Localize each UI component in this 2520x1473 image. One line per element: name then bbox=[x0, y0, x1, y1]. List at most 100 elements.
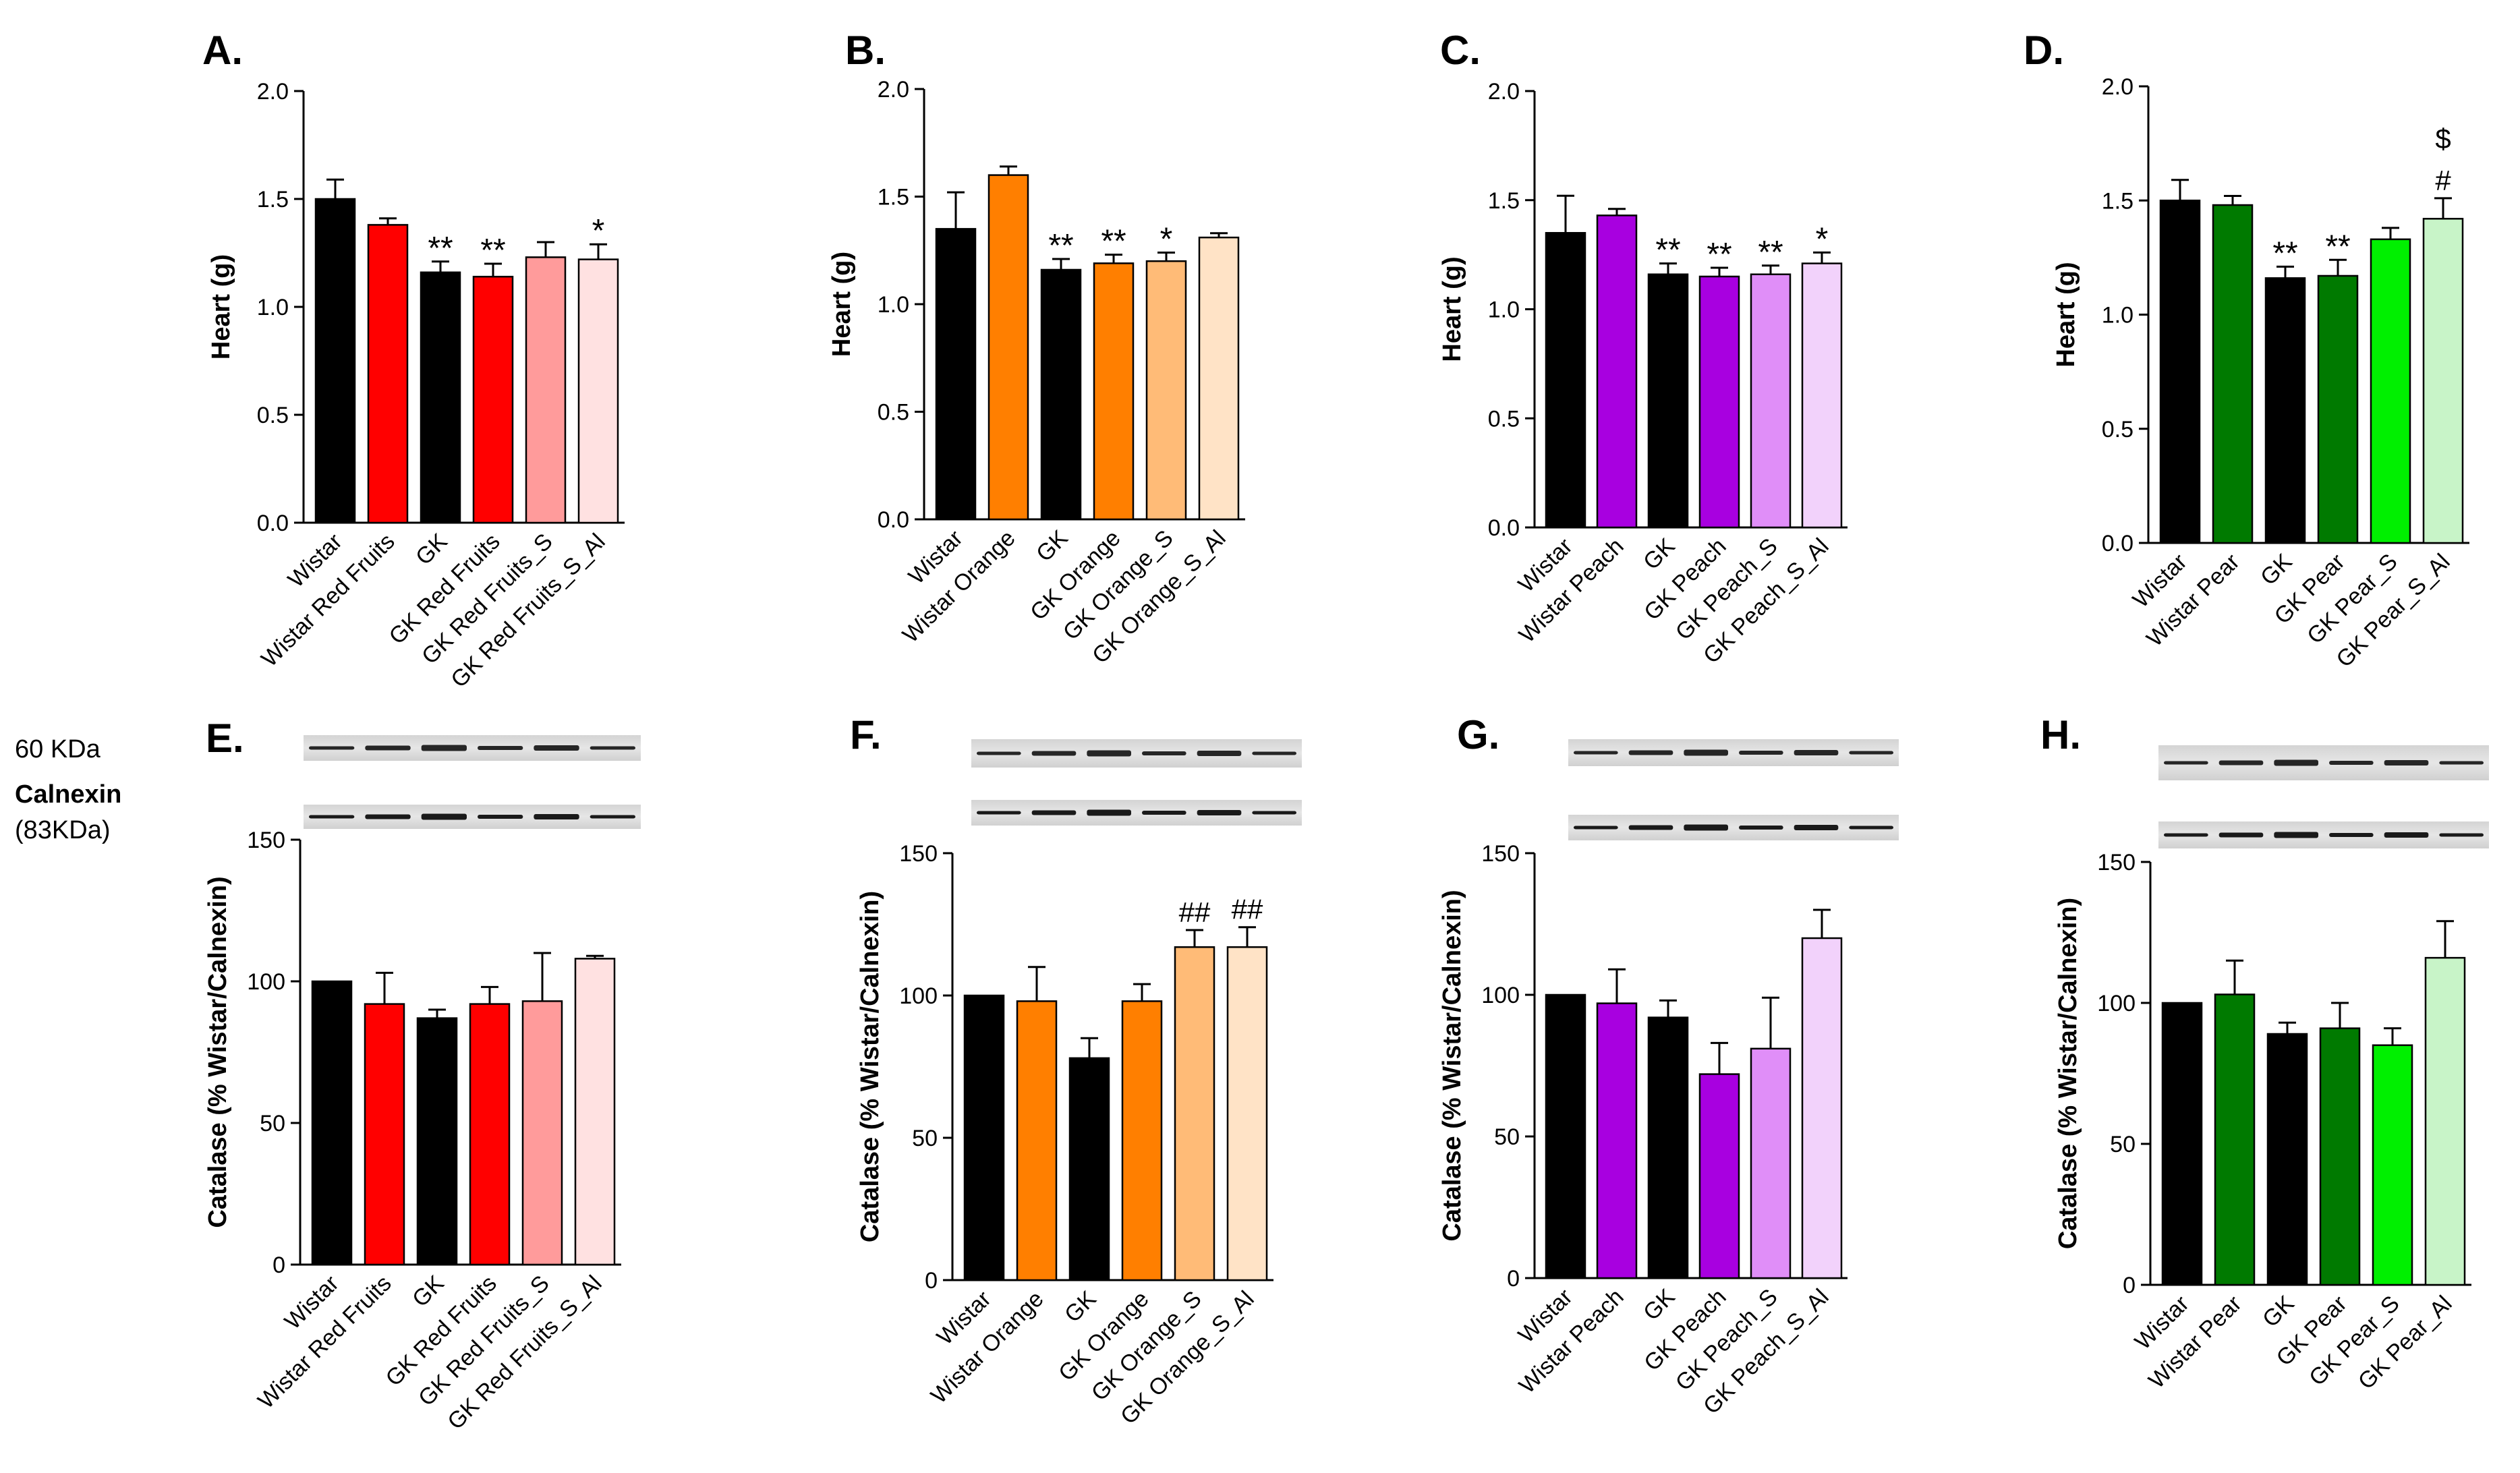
y-tick-label: 0.5 bbox=[2102, 417, 2134, 442]
data-bar bbox=[314, 198, 356, 524]
y-tick-label: 150 bbox=[2097, 850, 2136, 875]
data-bar bbox=[367, 224, 409, 524]
y-tick-label: 50 bbox=[1494, 1124, 1520, 1150]
x-category-label: GK bbox=[1638, 533, 1680, 575]
data-bar bbox=[2266, 1033, 2308, 1286]
data-bar bbox=[1226, 946, 1268, 1281]
data-bar bbox=[935, 228, 977, 521]
data-bar bbox=[1068, 1057, 1110, 1281]
western-blot-band bbox=[1739, 751, 1783, 755]
western-blot-band bbox=[478, 815, 523, 819]
data-bar bbox=[2370, 238, 2411, 544]
y-tick-label: 2.0 bbox=[878, 77, 909, 103]
y-tick-label: 2.0 bbox=[257, 79, 289, 105]
significance-annotation: ** bbox=[1758, 235, 1783, 270]
western-blot-band bbox=[2439, 833, 2484, 837]
data-bar bbox=[1545, 232, 1586, 529]
western-blot-band bbox=[1849, 826, 1893, 830]
western-blot-band bbox=[1087, 750, 1131, 757]
data-bar bbox=[2372, 1044, 2413, 1286]
y-tick-label: 50 bbox=[2110, 1132, 2136, 1157]
western-blot-band bbox=[1684, 824, 1728, 831]
western-blot-band bbox=[365, 814, 411, 819]
y-tick-label: 150 bbox=[1481, 841, 1520, 867]
western-blot-band bbox=[2164, 833, 2208, 837]
western-blot-band bbox=[2439, 761, 2484, 765]
panel-letter: B. bbox=[845, 28, 886, 73]
data-bar bbox=[521, 1000, 563, 1266]
western-blot-band bbox=[590, 746, 635, 750]
y-axis-label: Heart (g) bbox=[207, 254, 235, 359]
data-bar bbox=[2317, 275, 2359, 544]
y-tick-label: 1.0 bbox=[2102, 303, 2134, 328]
data-bar bbox=[1698, 275, 1740, 529]
y-tick-label: 2.0 bbox=[1488, 79, 1520, 105]
y-tick-label: 1.5 bbox=[1488, 188, 1520, 214]
western-blot-membrane bbox=[304, 805, 641, 829]
data-bar bbox=[416, 1017, 458, 1266]
x-category-label: GK bbox=[2256, 549, 2297, 591]
western-blot-band bbox=[1087, 809, 1131, 816]
y-tick-label: 1.0 bbox=[878, 292, 909, 318]
y-tick-label: 0.5 bbox=[1488, 406, 1520, 432]
western-blot-band bbox=[1574, 751, 1618, 755]
western-blot-band bbox=[977, 811, 1021, 815]
data-bar bbox=[1596, 214, 1638, 529]
y-tick-label: 0.0 bbox=[2102, 531, 2134, 556]
western-blot-band bbox=[1574, 826, 1618, 830]
data-bar bbox=[311, 980, 353, 1266]
western-blot-band bbox=[534, 745, 579, 751]
y-tick-label: 0 bbox=[2123, 1273, 2136, 1298]
western-blot-band bbox=[365, 745, 411, 751]
x-category-label: GK bbox=[1031, 525, 1073, 567]
western-blot-band bbox=[309, 746, 355, 750]
panel-letter: A. bbox=[202, 28, 243, 73]
western-blot-band bbox=[977, 751, 1021, 755]
western-blot-membrane bbox=[304, 735, 641, 761]
y-tick-label: 0 bbox=[925, 1268, 938, 1294]
western-blot-band bbox=[2274, 759, 2318, 766]
significance-annotation: ** bbox=[1655, 233, 1680, 268]
western-blot-band bbox=[534, 814, 579, 819]
western-blot-band bbox=[1628, 750, 1673, 755]
y-tick-label: 0.0 bbox=[878, 507, 909, 533]
panel-letter: G. bbox=[1457, 712, 1499, 757]
western-blot-band bbox=[2384, 832, 2429, 838]
data-bar bbox=[1198, 236, 1240, 521]
significance-annotation: * bbox=[1160, 221, 1173, 257]
data-bar bbox=[1698, 1073, 1740, 1279]
significance-annotation: * bbox=[1816, 221, 1829, 257]
x-category-label: GK bbox=[407, 1271, 449, 1312]
western-blot-band bbox=[421, 813, 467, 820]
data-bar bbox=[1647, 1016, 1689, 1279]
data-bar bbox=[1145, 260, 1187, 521]
y-tick-label: 1.0 bbox=[1488, 297, 1520, 323]
y-tick-label: 0.5 bbox=[257, 403, 289, 428]
x-category-label: GK bbox=[2258, 1291, 2299, 1333]
data-bar bbox=[420, 271, 461, 524]
data-bar bbox=[574, 958, 616, 1266]
western-blot-membrane bbox=[2158, 745, 2489, 780]
data-bar bbox=[2161, 1002, 2203, 1286]
y-tick-label: 100 bbox=[2097, 991, 2136, 1016]
blot-loading-control-size: (83KDa) bbox=[15, 816, 111, 844]
significance-annotation: ** bbox=[1048, 228, 1073, 264]
western-blot-band bbox=[2164, 761, 2208, 765]
data-bar bbox=[2212, 204, 2254, 544]
western-blot-band bbox=[1794, 750, 1839, 755]
y-tick-label: 150 bbox=[899, 841, 938, 867]
data-bar bbox=[1596, 1002, 1638, 1279]
panel-letter: E. bbox=[206, 716, 244, 761]
western-blot-band bbox=[1628, 825, 1673, 830]
y-axis-label: Catalase (% Wistar/Calnexin) bbox=[856, 891, 884, 1242]
data-bar bbox=[963, 994, 1005, 1281]
data-bar bbox=[1647, 273, 1689, 529]
data-bar bbox=[2319, 1027, 2361, 1286]
data-bar bbox=[1016, 1000, 1058, 1281]
x-category-label: GK bbox=[411, 529, 453, 571]
y-tick-label: 1.0 bbox=[257, 295, 289, 320]
data-bar bbox=[1801, 937, 1843, 1279]
